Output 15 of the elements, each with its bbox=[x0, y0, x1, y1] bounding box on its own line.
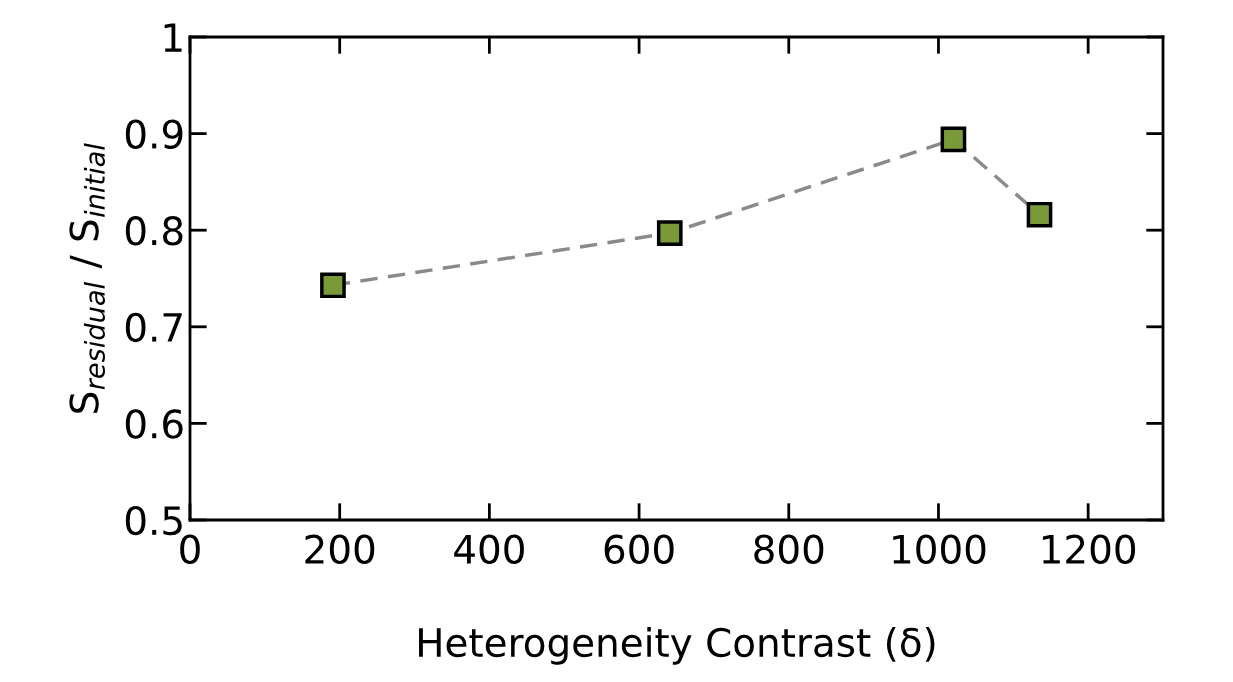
y-axis-title: S$_{residual}$ / S$_{initial}$ bbox=[69, 143, 105, 413]
y-tick-label: 0.6 bbox=[125, 409, 183, 439]
x-tick-label: 1000 bbox=[893, 534, 986, 564]
y-tick-label: 0.9 bbox=[125, 119, 183, 149]
y-tick-label: 1 bbox=[164, 23, 182, 52]
x-tick-label: 1200 bbox=[1042, 534, 1136, 564]
x-tick-label: 800 bbox=[754, 534, 824, 564]
x-axis-title: Heterogeneity Contrast (δ) bbox=[419, 627, 935, 665]
y-tick-label: 0.7 bbox=[125, 312, 182, 343]
x-tick-label: 0 bbox=[180, 534, 200, 564]
y-tick-label: 0.5 bbox=[125, 505, 182, 536]
x-tick-label: 200 bbox=[305, 534, 375, 564]
y-tick-label: 0.8 bbox=[125, 216, 183, 246]
x-tick-label: 400 bbox=[454, 534, 524, 564]
x-tick-label: 600 bbox=[604, 534, 674, 564]
